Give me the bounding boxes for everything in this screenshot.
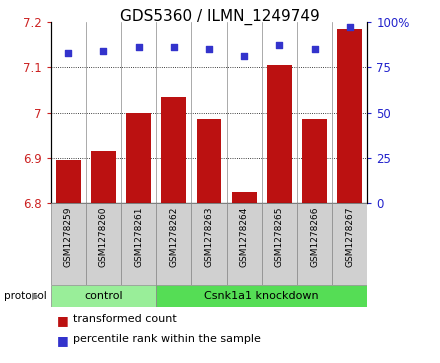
Text: GSM1278260: GSM1278260 xyxy=(99,207,108,267)
Bar xyxy=(91,151,116,203)
Bar xyxy=(161,97,186,203)
Text: GSM1278259: GSM1278259 xyxy=(64,207,73,267)
Bar xyxy=(267,65,292,203)
Bar xyxy=(227,203,262,285)
Text: GSM1278265: GSM1278265 xyxy=(275,207,284,267)
Point xyxy=(100,48,107,54)
Text: protocol: protocol xyxy=(4,291,47,301)
Bar xyxy=(332,203,367,285)
Bar xyxy=(191,203,227,285)
Text: control: control xyxy=(84,291,123,301)
Bar xyxy=(86,203,121,285)
Bar xyxy=(121,203,156,285)
Text: ▶: ▶ xyxy=(32,291,40,301)
Text: Csnk1a1 knockdown: Csnk1a1 knockdown xyxy=(205,291,319,301)
Point xyxy=(135,44,142,50)
Text: ■: ■ xyxy=(57,334,69,347)
Bar xyxy=(51,203,86,285)
Bar xyxy=(51,285,156,307)
Bar xyxy=(262,203,297,285)
Bar xyxy=(156,285,367,307)
Bar xyxy=(156,203,191,285)
Text: GSM1278267: GSM1278267 xyxy=(345,207,354,267)
Bar xyxy=(197,119,221,203)
Text: transformed count: transformed count xyxy=(73,314,176,324)
Bar xyxy=(126,113,151,203)
Point xyxy=(276,42,283,48)
Text: ■: ■ xyxy=(57,314,69,327)
Point xyxy=(241,53,248,59)
Bar xyxy=(297,203,332,285)
Point xyxy=(311,46,318,52)
Text: GSM1278266: GSM1278266 xyxy=(310,207,319,267)
Point xyxy=(205,46,213,52)
Text: GSM1278264: GSM1278264 xyxy=(240,207,249,267)
Text: GSM1278262: GSM1278262 xyxy=(169,207,178,267)
Bar xyxy=(56,160,81,203)
Text: GSM1278263: GSM1278263 xyxy=(205,207,213,267)
Point xyxy=(170,44,177,50)
Text: GSM1278261: GSM1278261 xyxy=(134,207,143,267)
Bar xyxy=(232,192,257,203)
Point xyxy=(346,24,353,30)
Point xyxy=(65,50,72,56)
Bar xyxy=(302,119,327,203)
Text: GDS5360 / ILMN_1249749: GDS5360 / ILMN_1249749 xyxy=(120,9,320,25)
Text: percentile rank within the sample: percentile rank within the sample xyxy=(73,334,260,344)
Bar xyxy=(337,29,362,203)
